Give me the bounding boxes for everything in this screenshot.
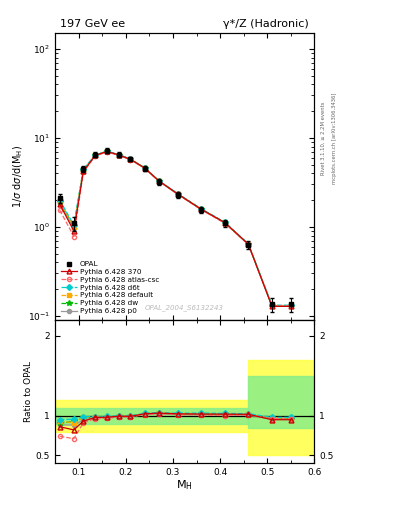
Text: 197 GeV ee: 197 GeV ee <box>60 19 125 29</box>
Bar <box>248 360 314 455</box>
X-axis label: M$_{\rm H}$: M$_{\rm H}$ <box>176 479 193 493</box>
Text: mcplots.cern.ch [arXiv:1306.3436]: mcplots.cern.ch [arXiv:1306.3436] <box>332 93 337 184</box>
Legend: OPAL, Pythia 6.428 370, Pythia 6.428 atlas-csc, Pythia 6.428 d6t, Pythia 6.428 d: OPAL, Pythia 6.428 370, Pythia 6.428 atl… <box>59 259 161 316</box>
Y-axis label: 1/$\sigma$ d$\sigma$/d(M$_{\rm H}$): 1/$\sigma$ d$\sigma$/d(M$_{\rm H}$) <box>11 145 25 208</box>
Text: γ*/Z (Hadronic): γ*/Z (Hadronic) <box>224 19 309 29</box>
Text: Rivet 3.1.10, ≥ 2.2M events: Rivet 3.1.10, ≥ 2.2M events <box>320 101 325 175</box>
Bar <box>248 376 314 428</box>
Text: OPAL_2004_S6132243: OPAL_2004_S6132243 <box>145 305 224 311</box>
Bar <box>55 400 248 432</box>
Y-axis label: Ratio to OPAL: Ratio to OPAL <box>24 361 33 422</box>
Bar <box>55 408 248 423</box>
